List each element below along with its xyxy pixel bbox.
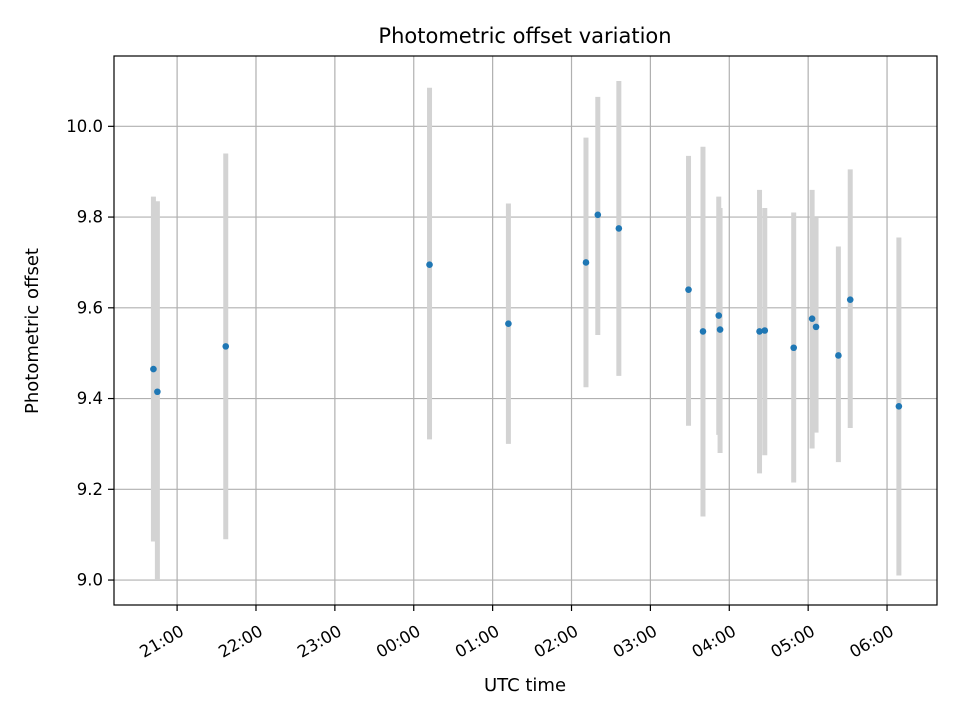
y-tick-label: 9.4 <box>77 389 103 408</box>
x-axis-ticks: 21:00 22:00 23:00 00:00 01:00 02:00 03:00 04:00… <box>136 605 897 662</box>
data-point <box>582 259 590 266</box>
data-point <box>699 328 707 335</box>
data-point <box>222 343 230 350</box>
data-point <box>505 320 512 327</box>
y-axis-ticks: 9.0 9.2 9.4 9.6 9.8 10.0 <box>66 117 114 590</box>
x-tick-label: 00:00 <box>373 621 424 661</box>
x-tick-label: 23:00 <box>294 621 345 661</box>
x-tick-label: 04:00 <box>689 621 740 661</box>
grid <box>114 56 937 605</box>
data-point <box>835 352 842 359</box>
y-tick-label: 9.0 <box>77 571 103 590</box>
chart-title: Photometric offset variation <box>378 24 671 48</box>
data-point <box>812 323 820 331</box>
data-point <box>150 365 157 373</box>
data-point <box>715 312 723 319</box>
x-tick-label: 03:00 <box>610 621 661 661</box>
data-points <box>150 211 903 410</box>
x-tick-label: 22:00 <box>215 621 266 661</box>
x-tick-label: 06:00 <box>846 621 897 661</box>
axes-frame <box>113 55 938 606</box>
error-bars <box>150 80 902 581</box>
x-tick-label: 05:00 <box>767 621 818 661</box>
data-point <box>426 261 433 269</box>
data-point <box>716 326 724 333</box>
data-point <box>808 315 816 323</box>
data-point <box>790 344 797 352</box>
y-tick-label: 9.2 <box>77 480 103 499</box>
x-axis-label: UTC time <box>484 675 566 696</box>
y-tick-label: 9.6 <box>77 298 103 317</box>
data-point <box>846 296 854 303</box>
data-point <box>615 225 623 232</box>
data-point <box>154 388 161 396</box>
data-point <box>685 286 692 293</box>
y-tick-label: 10.0 <box>66 117 103 136</box>
data-point <box>761 327 769 334</box>
data-point <box>895 402 903 410</box>
data-point <box>594 211 602 219</box>
data-point <box>756 328 763 335</box>
x-tick-label: 21:00 <box>136 621 187 661</box>
y-tick-label: 9.8 <box>77 208 103 227</box>
y-axis-label: Photometric offset <box>22 248 43 414</box>
x-tick-label: 01:00 <box>452 621 503 661</box>
x-tick-label: 02:00 <box>531 621 582 661</box>
